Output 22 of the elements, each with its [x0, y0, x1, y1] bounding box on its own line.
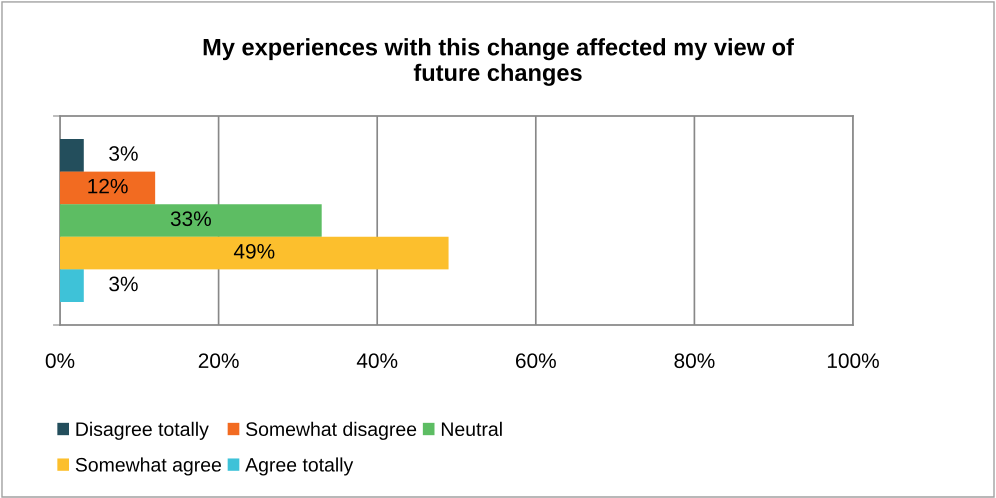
bar: [60, 204, 322, 237]
bar: [60, 269, 84, 302]
x-tick-label: 0%: [46, 353, 74, 368]
x-tick-label: 80%: [674, 353, 715, 368]
legend-label: Disagree totally: [76, 422, 209, 440]
bar: [60, 138, 84, 172]
data-label: 3%: [109, 146, 138, 161]
chart-title: My experiences with this change affected my view of future changes: [204, 38, 794, 86]
legend-label: Neutral: [442, 422, 502, 436]
legend-label: Somewhat disagree: [246, 422, 416, 440]
legend-label: Agree totally: [245, 457, 354, 476]
data-label: 33%: [170, 211, 211, 226]
x-tick-label: 100%: [828, 353, 879, 368]
data-label: 3%: [109, 276, 138, 292]
x-tick-label: 60%: [516, 353, 556, 368]
x-tick-label: 40%: [356, 353, 398, 368]
bar: [60, 172, 156, 204]
x-tick-label: 20%: [198, 353, 239, 368]
legend-label: Somewhat agree: [76, 457, 221, 476]
data-label: 49%: [234, 244, 274, 259]
bar: [60, 236, 449, 270]
data-label: 12%: [88, 178, 128, 194]
